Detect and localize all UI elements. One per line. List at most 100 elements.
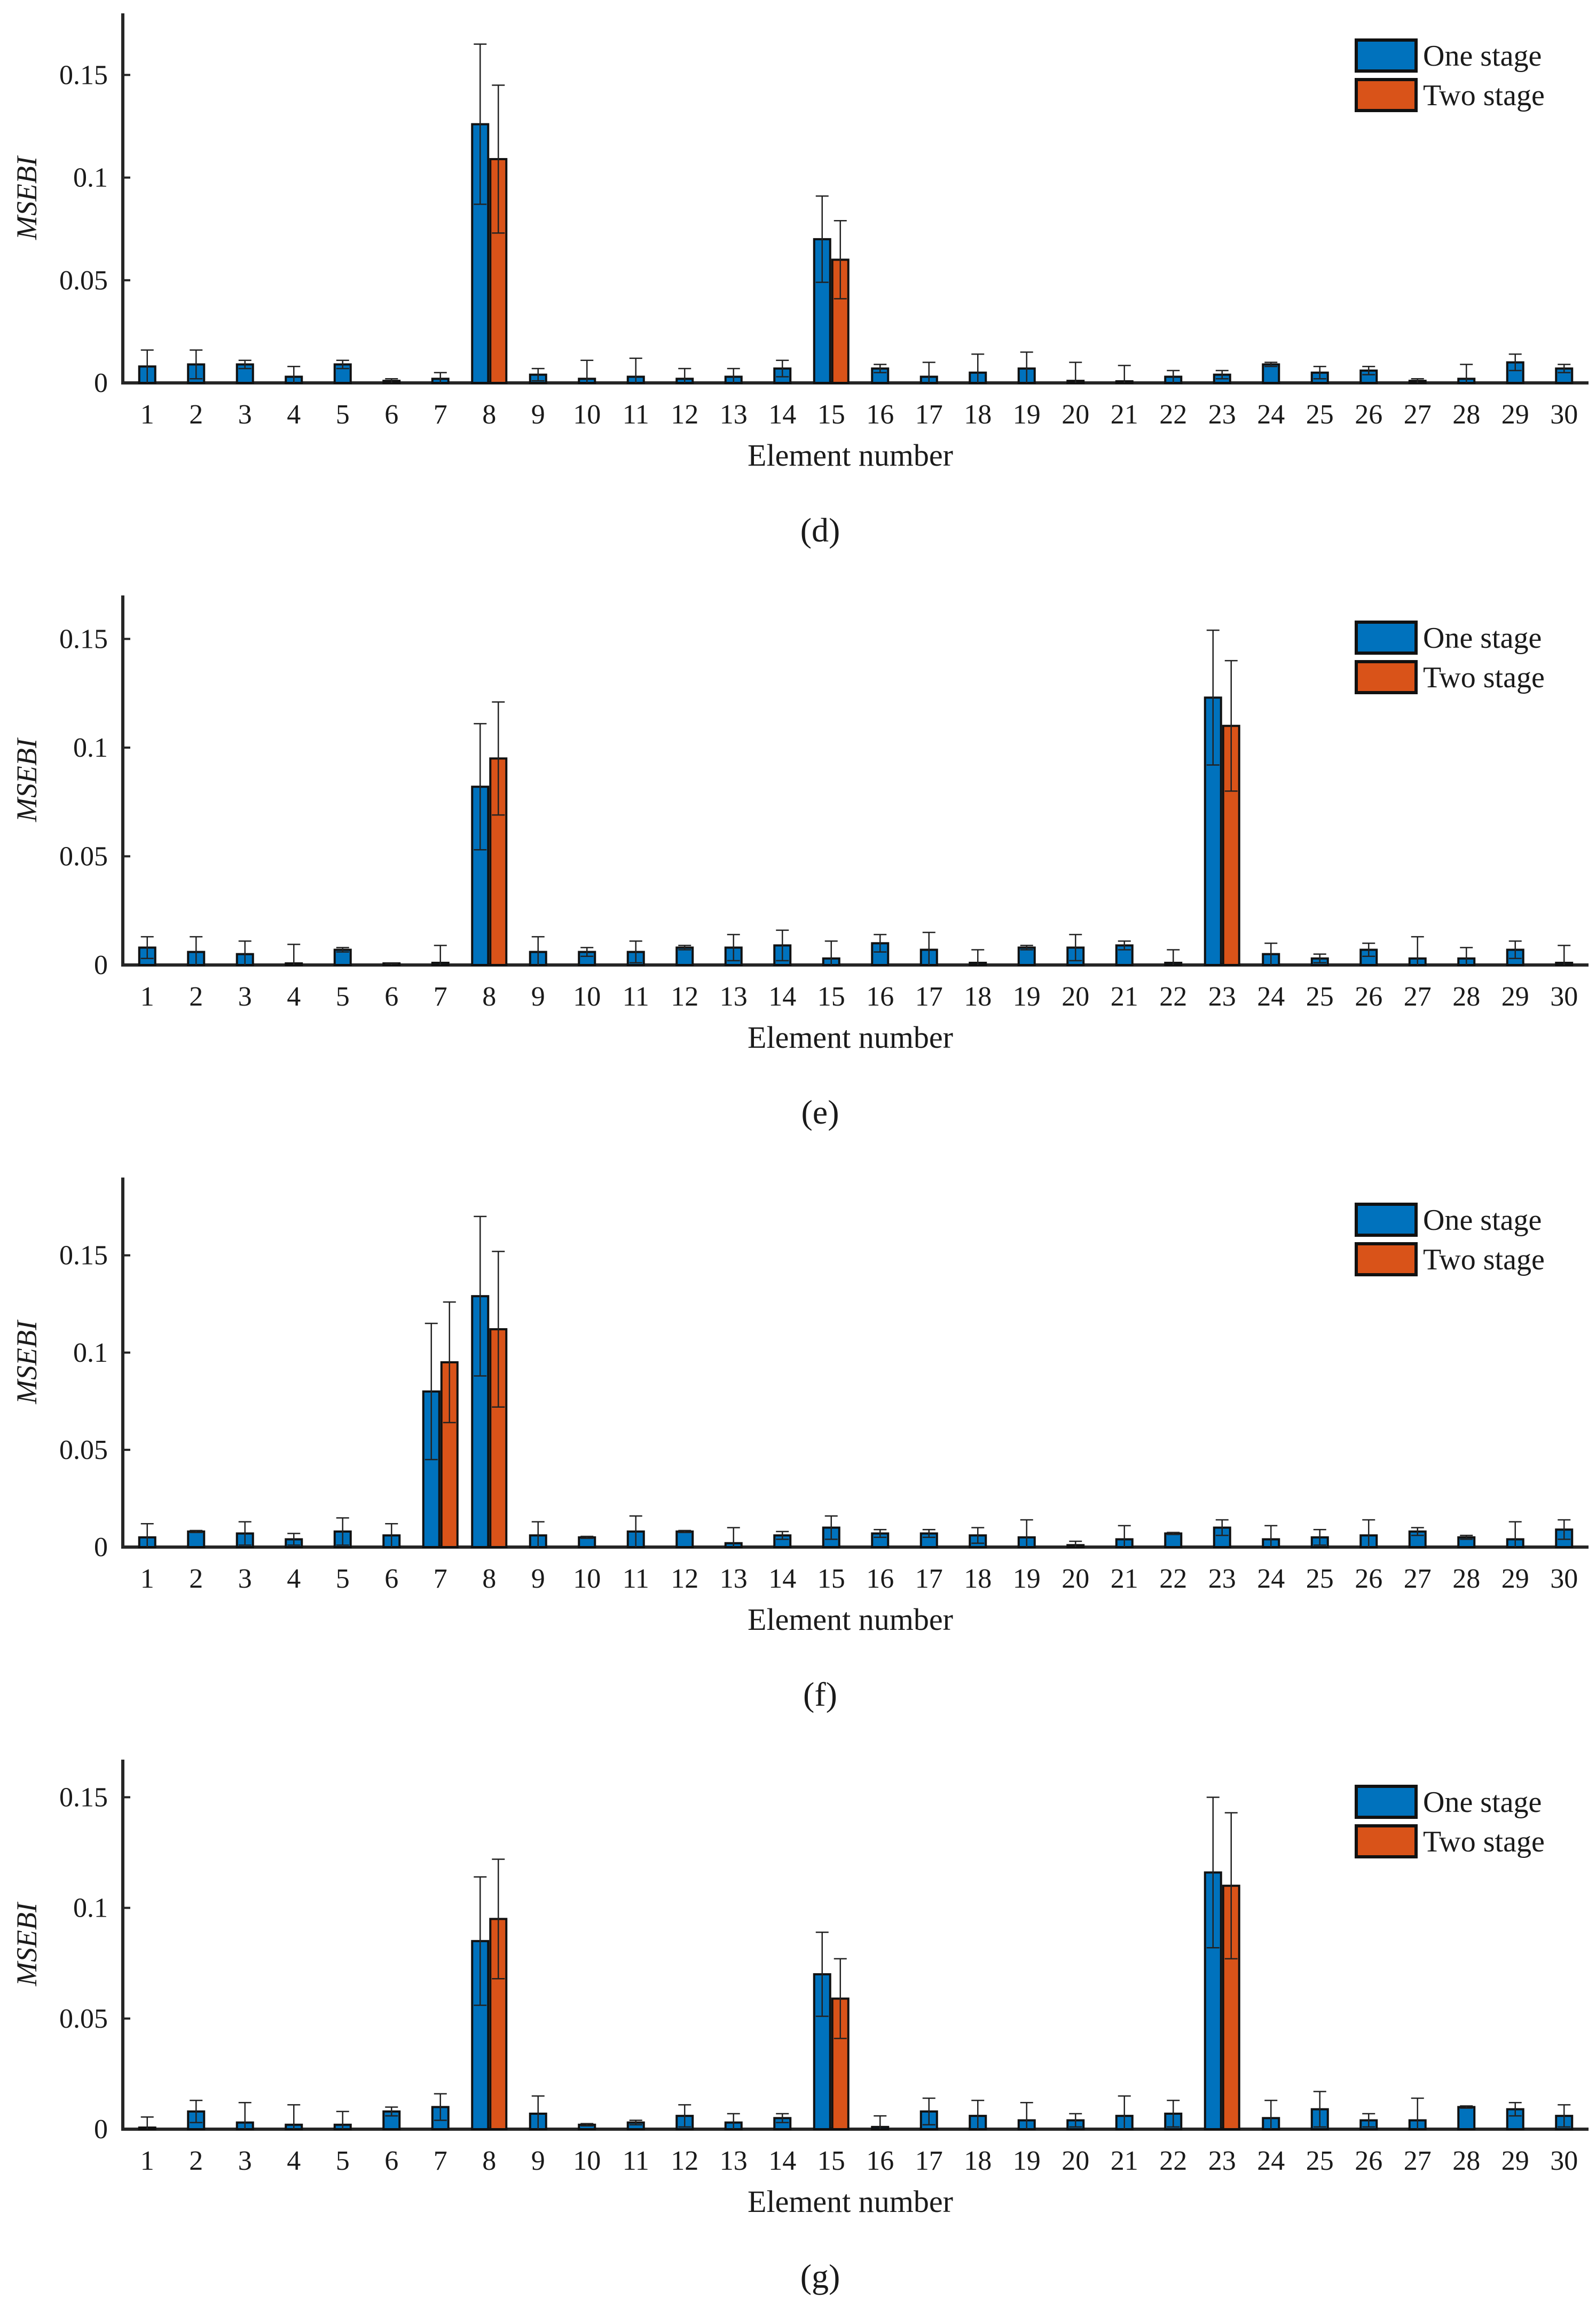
x-tick-label: 28 xyxy=(1452,399,1480,430)
legend-swatch-two-stage xyxy=(1355,1824,1418,1858)
x-tick-label: 23 xyxy=(1208,982,1236,1012)
x-tick-label: 2 xyxy=(189,982,203,1012)
x-tick-label: 26 xyxy=(1355,982,1382,1012)
x-tick-label: 6 xyxy=(384,2146,398,2176)
panel-label: (f) xyxy=(803,1675,837,1713)
x-tick-label: 26 xyxy=(1355,2146,1382,2176)
x-tick-label: 28 xyxy=(1452,982,1480,1012)
x-tick-label: 5 xyxy=(336,399,350,430)
x-tick-label: 9 xyxy=(531,2146,545,2176)
y-tick-label: 0.05 xyxy=(59,265,108,296)
y-tick-label: 0.1 xyxy=(73,1338,108,1368)
x-tick-label: 24 xyxy=(1257,982,1285,1012)
x-tick-label: 12 xyxy=(671,2146,698,2176)
x-tick-label: 9 xyxy=(531,982,545,1012)
y-axis-title: MSEBI xyxy=(11,155,43,240)
y-tick-label: 0 xyxy=(94,950,108,980)
x-tick-label: 23 xyxy=(1208,2146,1236,2176)
x-tick-label: 5 xyxy=(336,2146,350,2176)
x-tick-label: 14 xyxy=(768,2146,796,2176)
panel-label: (d) xyxy=(800,511,840,549)
x-tick-label: 26 xyxy=(1355,1564,1382,1594)
legend-swatch-two-stage xyxy=(1355,78,1418,112)
x-tick-label: 8 xyxy=(482,399,496,430)
one-stage-bar xyxy=(1204,696,1222,966)
x-tick-label: 18 xyxy=(964,399,992,430)
x-tick-label: 19 xyxy=(1013,982,1041,1012)
x-tick-label: 3 xyxy=(238,2146,252,2176)
x-tick-label: 28 xyxy=(1452,1564,1480,1594)
x-tick-label: 9 xyxy=(531,399,545,430)
legend-label-two-stage: Two stage xyxy=(1423,79,1545,112)
x-tick-label: 12 xyxy=(671,399,698,430)
x-tick-label: 22 xyxy=(1159,399,1187,430)
x-tick-label: 9 xyxy=(531,1564,545,1594)
x-tick-label: 2 xyxy=(189,399,203,430)
x-tick-label: 15 xyxy=(817,982,845,1012)
y-tick-label: 0.15 xyxy=(59,624,108,654)
legend-swatch-two-stage xyxy=(1355,660,1418,694)
x-axis-title: Element number xyxy=(748,1020,953,1055)
x-tick-label: 25 xyxy=(1306,2146,1334,2176)
x-tick-label: 29 xyxy=(1501,1564,1529,1594)
x-axis-title: Element number xyxy=(748,1602,953,1637)
x-tick-label: 28 xyxy=(1452,2146,1480,2176)
x-tick-label: 22 xyxy=(1159,1564,1187,1594)
x-tick-label: 10 xyxy=(573,1564,601,1594)
x-tick-label: 19 xyxy=(1013,399,1041,430)
x-tick-label: 11 xyxy=(623,1564,649,1594)
x-tick-label: 14 xyxy=(768,1564,796,1594)
x-tick-label: 20 xyxy=(1062,982,1089,1012)
x-tick-label: 4 xyxy=(287,2146,301,2176)
x-tick-label: 4 xyxy=(287,399,301,430)
x-tick-label: 8 xyxy=(482,982,496,1012)
x-tick-label: 27 xyxy=(1404,399,1432,430)
one-stage-bar xyxy=(1359,948,1378,966)
x-tick-label: 16 xyxy=(866,982,894,1012)
x-tick-label: 8 xyxy=(482,1564,496,1594)
x-tick-label: 14 xyxy=(768,982,796,1012)
x-tick-label: 5 xyxy=(336,1564,350,1594)
x-tick-label: 6 xyxy=(384,399,398,430)
y-tick-label: 0.1 xyxy=(73,1893,108,1924)
x-tick-label: 24 xyxy=(1257,2146,1285,2176)
x-tick-label: 30 xyxy=(1550,399,1578,430)
legend-swatch-two-stage xyxy=(1355,1242,1418,1276)
x-tick-label: 27 xyxy=(1404,982,1432,1012)
x-tick-label: 1 xyxy=(140,399,154,430)
x-tick-label: 13 xyxy=(720,2146,748,2176)
x-tick-label: 24 xyxy=(1257,399,1285,430)
x-tick-label: 3 xyxy=(238,982,252,1012)
legend-swatch-one-stage xyxy=(1355,1203,1418,1237)
legend-label-two-stage: Two stage xyxy=(1423,1825,1545,1858)
x-tick-label: 22 xyxy=(1159,2146,1187,2176)
x-tick-label: 13 xyxy=(720,1564,748,1594)
x-tick-label: 19 xyxy=(1013,1564,1041,1594)
x-tick-label: 11 xyxy=(623,982,649,1012)
y-tick-label: 0.15 xyxy=(59,1241,108,1271)
y-tick-label: 0.15 xyxy=(59,60,108,90)
x-tick-label: 4 xyxy=(287,1564,301,1594)
legend-label-one-stage: One stage xyxy=(1423,1786,1542,1819)
one-stage-bar xyxy=(1262,363,1280,384)
y-tick-label: 0 xyxy=(94,2114,108,2145)
x-tick-label: 7 xyxy=(434,982,447,1012)
x-tick-label: 17 xyxy=(915,399,943,430)
x-tick-label: 12 xyxy=(671,1564,698,1594)
y-tick-label: 0.15 xyxy=(59,1782,108,1812)
x-tick-label: 7 xyxy=(434,1564,447,1594)
x-axis-title: Element number xyxy=(748,438,953,473)
x-axis-title: Element number xyxy=(748,2184,953,2219)
x-tick-label: 26 xyxy=(1355,399,1382,430)
x-tick-label: 30 xyxy=(1550,982,1578,1012)
x-tick-label: 27 xyxy=(1404,2146,1432,2176)
y-tick-label: 0 xyxy=(94,368,108,398)
legend-label-two-stage: Two stage xyxy=(1423,661,1545,694)
x-tick-label: 20 xyxy=(1062,399,1089,430)
x-tick-label: 14 xyxy=(768,399,796,430)
one-stage-bar xyxy=(187,1530,206,1549)
x-tick-label: 18 xyxy=(964,2146,992,2176)
